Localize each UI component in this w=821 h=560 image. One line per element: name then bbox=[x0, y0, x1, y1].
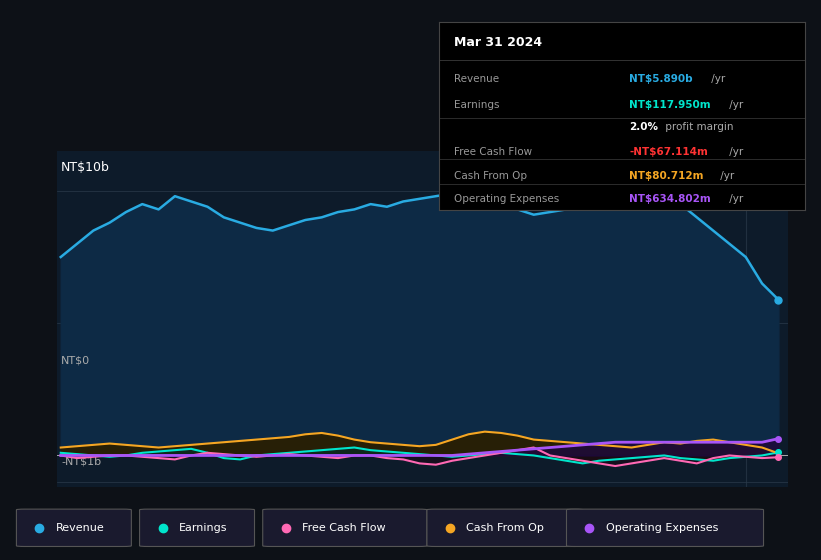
Text: profit margin: profit margin bbox=[662, 123, 734, 133]
Text: Free Cash Flow: Free Cash Flow bbox=[454, 147, 532, 157]
Text: 2021: 2021 bbox=[552, 507, 581, 520]
Text: Revenue: Revenue bbox=[56, 523, 104, 533]
Text: 2016: 2016 bbox=[225, 507, 255, 520]
Text: /yr: /yr bbox=[709, 74, 726, 83]
FancyBboxPatch shape bbox=[263, 509, 427, 547]
Text: -NT$1b: -NT$1b bbox=[61, 456, 101, 466]
Text: NT$0: NT$0 bbox=[61, 355, 90, 365]
Text: NT$80.712m: NT$80.712m bbox=[629, 171, 704, 181]
Text: -NT$67.114m: -NT$67.114m bbox=[629, 147, 708, 157]
Text: Operating Expenses: Operating Expenses bbox=[606, 523, 718, 533]
Text: 2020: 2020 bbox=[486, 507, 516, 520]
Text: Earnings: Earnings bbox=[179, 523, 227, 533]
Text: 2019: 2019 bbox=[421, 507, 451, 520]
Text: 2014: 2014 bbox=[94, 507, 125, 520]
Text: /yr: /yr bbox=[726, 194, 743, 204]
Text: Free Cash Flow: Free Cash Flow bbox=[302, 523, 386, 533]
Text: NT$10b: NT$10b bbox=[61, 161, 110, 174]
Text: 2.0%: 2.0% bbox=[629, 123, 658, 133]
Text: Cash From Op: Cash From Op bbox=[454, 171, 527, 181]
Text: /yr: /yr bbox=[726, 100, 743, 110]
Text: Earnings: Earnings bbox=[454, 100, 499, 110]
Text: /yr: /yr bbox=[717, 171, 734, 181]
Text: 2023: 2023 bbox=[682, 507, 712, 520]
Text: 2015: 2015 bbox=[160, 507, 190, 520]
Text: /yr: /yr bbox=[726, 147, 743, 157]
FancyBboxPatch shape bbox=[140, 509, 255, 547]
Text: Cash From Op: Cash From Op bbox=[466, 523, 544, 533]
Text: 2018: 2018 bbox=[355, 507, 386, 520]
FancyBboxPatch shape bbox=[16, 509, 131, 547]
Text: 2017: 2017 bbox=[291, 507, 320, 520]
Text: 2022: 2022 bbox=[617, 507, 646, 520]
Text: NT$5.890b: NT$5.890b bbox=[629, 74, 693, 83]
FancyBboxPatch shape bbox=[566, 509, 764, 547]
Text: 2024: 2024 bbox=[747, 507, 777, 520]
Text: Revenue: Revenue bbox=[454, 74, 499, 83]
Text: Mar 31 2024: Mar 31 2024 bbox=[454, 35, 542, 49]
Text: NT$117.950m: NT$117.950m bbox=[629, 100, 711, 110]
Text: Operating Expenses: Operating Expenses bbox=[454, 194, 559, 204]
FancyBboxPatch shape bbox=[427, 509, 583, 547]
Text: NT$634.802m: NT$634.802m bbox=[629, 194, 711, 204]
